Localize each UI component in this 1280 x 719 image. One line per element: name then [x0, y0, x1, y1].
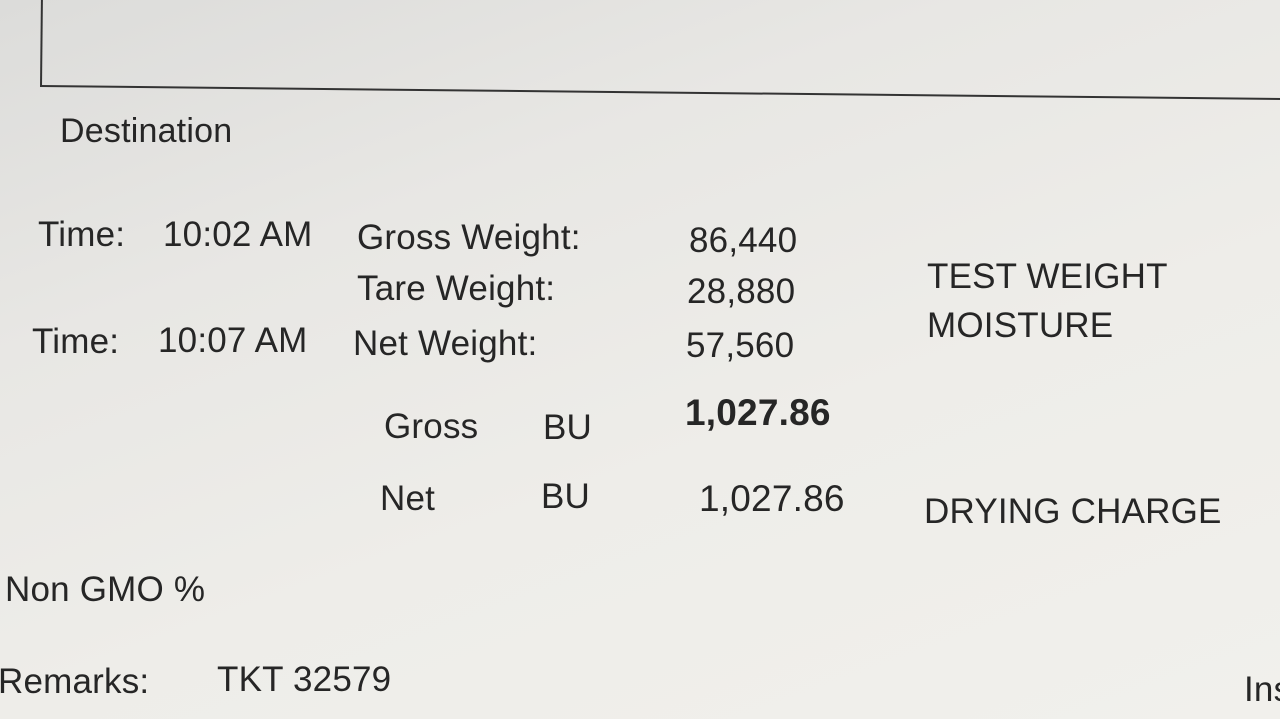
drying-charge-label: DRYING CHARGE [924, 492, 1222, 531]
moisture-label: MOISTURE [927, 306, 1114, 345]
time-in-value: 10:02 AM [163, 215, 313, 254]
net-bu-label: Net [380, 479, 436, 518]
non-gmo-label: Non GMO % [5, 570, 206, 609]
time-out-value: 10:07 AM [158, 321, 308, 360]
remarks-label: Remarks: [0, 662, 150, 701]
gross-weight-label: Gross Weight: [357, 218, 581, 257]
remarks-value: TKT 32579 [217, 660, 392, 699]
header-box-border [40, 0, 1280, 101]
gross-bu-unit: BU [543, 408, 593, 447]
time-in-label: Time: [38, 215, 126, 254]
gross-bu-label: Gross [384, 407, 479, 446]
tare-weight-value: 28,880 [687, 272, 796, 311]
net-weight-value: 57,560 [686, 326, 795, 365]
gross-weight-value: 86,440 [689, 221, 798, 260]
net-bu-unit: BU [541, 477, 591, 516]
time-out-label: Time: [32, 322, 120, 361]
destination-label: Destination [60, 112, 233, 150]
tare-weight-label: Tare Weight: [357, 269, 556, 308]
net-bu-value: 1,027.86 [699, 478, 845, 519]
test-weight-label: TEST WEIGHT [927, 257, 1168, 296]
net-weight-label: Net Weight: [353, 324, 538, 363]
cut-off-text: Ins [1244, 670, 1280, 709]
gross-bu-value: 1,027.86 [685, 392, 831, 433]
